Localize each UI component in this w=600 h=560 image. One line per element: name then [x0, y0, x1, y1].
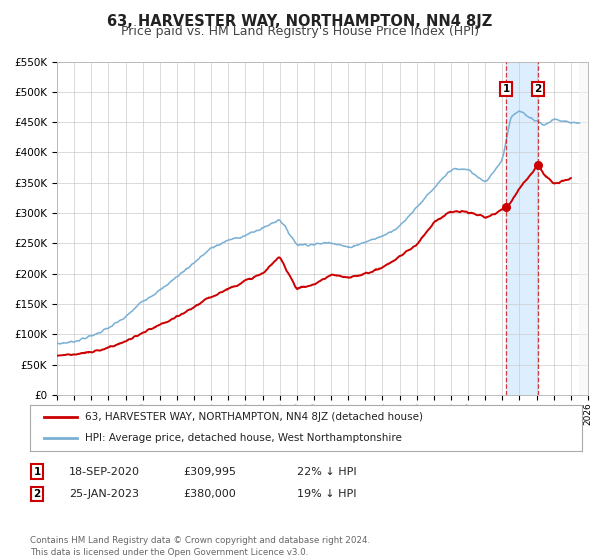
- Text: 25-JAN-2023: 25-JAN-2023: [69, 489, 139, 499]
- Text: 1: 1: [502, 84, 510, 94]
- Text: 2: 2: [34, 489, 41, 499]
- Text: 19% ↓ HPI: 19% ↓ HPI: [297, 489, 356, 499]
- Text: £309,995: £309,995: [183, 466, 236, 477]
- Bar: [580, 62, 588, 395]
- Bar: [538, 62, 588, 395]
- Text: 18-SEP-2020: 18-SEP-2020: [69, 466, 140, 477]
- Bar: [506, 62, 538, 395]
- Text: 1: 1: [34, 466, 41, 477]
- Text: 63, HARVESTER WAY, NORTHAMPTON, NN4 8JZ: 63, HARVESTER WAY, NORTHAMPTON, NN4 8JZ: [107, 14, 493, 29]
- Text: 2: 2: [535, 84, 542, 94]
- Text: 63, HARVESTER WAY, NORTHAMPTON, NN4 8JZ (detached house): 63, HARVESTER WAY, NORTHAMPTON, NN4 8JZ …: [85, 412, 423, 422]
- Text: 22% ↓ HPI: 22% ↓ HPI: [297, 466, 356, 477]
- Text: Price paid vs. HM Land Registry's House Price Index (HPI): Price paid vs. HM Land Registry's House …: [121, 25, 479, 38]
- Text: Contains HM Land Registry data © Crown copyright and database right 2024.
This d: Contains HM Land Registry data © Crown c…: [30, 536, 370, 557]
- Text: £380,000: £380,000: [183, 489, 236, 499]
- Text: HPI: Average price, detached house, West Northamptonshire: HPI: Average price, detached house, West…: [85, 433, 402, 444]
